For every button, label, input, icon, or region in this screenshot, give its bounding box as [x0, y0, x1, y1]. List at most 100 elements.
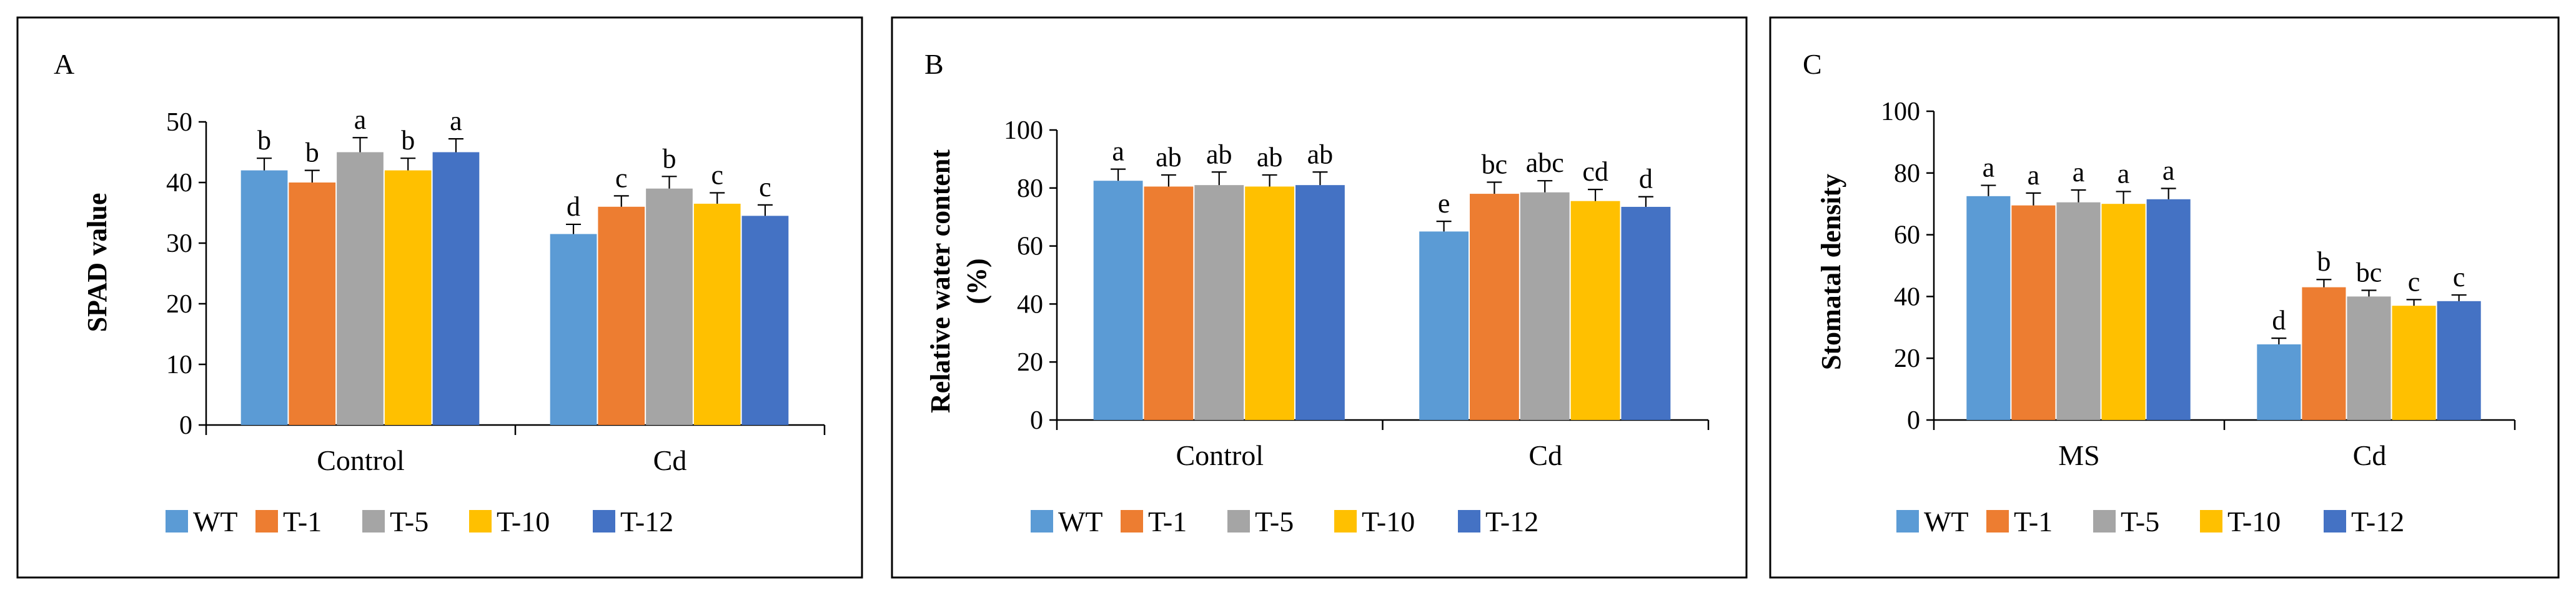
bar-wt-ms [1966, 196, 2011, 420]
chart-b: B Relative water content (%) 0 20 40 60 80 10… [891, 16, 1748, 579]
legend-swatch [362, 510, 385, 532]
bar-t-5-ms [2056, 202, 2101, 420]
bar-t-12-cd [1621, 206, 1671, 420]
bar-t-12-cd [2437, 301, 2481, 420]
legend-swatch [1896, 510, 1919, 532]
x-tick-label: Cd [2353, 439, 2387, 471]
significance-letter: b [401, 125, 415, 156]
bar-t-1-cd [598, 206, 645, 425]
legend-swatch [1334, 510, 1357, 532]
y-axis-label-line2: (%) [961, 258, 992, 304]
y-tick-label: 0 [179, 411, 192, 440]
significance-letter: abc [1526, 148, 1564, 178]
bar-t-5-control [337, 152, 384, 425]
legend-label: T-5 [1255, 506, 1294, 538]
y-axis-label: Stomatal density [1816, 174, 1846, 370]
y-axis-label: Relative water content [925, 149, 956, 413]
chart-panel-a: A SPAD value 0 10 20 30 40 50 Control b b a b a Cd d c… [0, 0, 881, 605]
y-axis-label: SPAD value [82, 193, 112, 332]
y-tick-label: 60 [1894, 221, 1920, 250]
legend-label: T-1 [283, 506, 322, 538]
significance-letter: d [1639, 164, 1653, 194]
significance-letter: b [257, 125, 271, 156]
chart-c: C Stomatal density 0 20 40 60 80 100 MS a a a a a Cd… [1769, 16, 2560, 579]
significance-letter: e [1438, 188, 1450, 219]
y-tick-label: 30 [166, 229, 192, 258]
significance-letter: a [1112, 136, 1124, 167]
significance-letter: a [2118, 158, 2130, 189]
legend-label: WT [193, 506, 238, 538]
bar-t-10-control [384, 170, 432, 425]
x-tick-label: Cd [1528, 439, 1562, 471]
x-tick-label: Control [1176, 439, 1264, 471]
legend-label: WT [1924, 506, 1969, 538]
bar-t-5-cd [646, 188, 693, 425]
significance-letter: cd [1582, 156, 1608, 187]
legend-swatch [1458, 510, 1480, 532]
y-tick-label: 10 [166, 351, 192, 379]
bar-wt-cd [550, 234, 597, 425]
significance-letter: a [450, 106, 462, 136]
legend-label: T-12 [1485, 506, 1538, 538]
panel-label: C [1803, 48, 1822, 80]
significance-letter: b [2317, 246, 2331, 277]
bar-wt-control [240, 170, 288, 425]
legend-label: T-1 [2014, 506, 2053, 538]
legend-swatch [2093, 510, 2116, 532]
bar-t-1-control [289, 182, 336, 425]
legend-swatch [469, 510, 492, 532]
bar-t-10-cd [1570, 201, 1620, 420]
legend-swatch [1031, 510, 1053, 532]
legend-label: T-5 [2121, 506, 2159, 538]
y-tick-label: 0 [1907, 406, 1920, 435]
y-tick-label: 50 [166, 108, 192, 137]
legend-label: T-12 [2351, 506, 2404, 538]
bar-t-12-control [1295, 185, 1345, 420]
bar-t-10-control [1245, 186, 1294, 420]
bar-t-10-ms [2101, 204, 2146, 420]
bar-t-10-cd [693, 203, 741, 425]
panel-frame [891, 16, 1748, 579]
significance-letter: ab [1257, 142, 1283, 172]
legend-label: WT [1058, 506, 1103, 538]
legend-label: T-10 [497, 506, 550, 538]
legend-label: T-12 [620, 506, 673, 538]
legend-swatch [1121, 510, 1143, 532]
significance-letter: c [2453, 262, 2465, 292]
y-tick-label: 40 [1894, 282, 1920, 311]
significance-letter: a [2073, 157, 2085, 188]
legend-swatch [1227, 510, 1250, 532]
bar-t-12-control [432, 152, 480, 425]
y-tick-label: 20 [166, 290, 192, 319]
bar-t-1-cd [2302, 287, 2346, 420]
y-tick-label: 60 [1017, 232, 1043, 261]
y-tick-label: 80 [1894, 159, 1920, 188]
legend-swatch [593, 510, 615, 532]
bar-t-12-cd [741, 216, 789, 425]
y-tick-label: 0 [1030, 406, 1043, 435]
legend-label: T-5 [390, 506, 429, 538]
legend-swatch [1986, 510, 2009, 532]
bar-t-5-cd [1520, 192, 1570, 420]
panel-label: B [924, 48, 944, 80]
significance-letter: d [2272, 305, 2286, 336]
bar-t-1-ms [2011, 205, 2056, 420]
bar-t-1-control [1144, 186, 1194, 420]
significance-letter: bc [1482, 149, 1508, 180]
legend-label: T-10 [2227, 506, 2281, 538]
significance-letter: a [1983, 152, 1995, 183]
bar-wt-cd [1419, 231, 1469, 420]
significance-letter: c [2408, 266, 2420, 297]
y-tick-label: 40 [1017, 290, 1043, 319]
significance-letter: a [2162, 156, 2175, 186]
panel-label: A [54, 48, 74, 80]
bar-t-5-control [1194, 185, 1244, 420]
y-tick-label: 20 [1017, 348, 1043, 377]
x-tick-label: MS [2058, 439, 2099, 471]
significance-letter: b [305, 138, 319, 168]
chart-panel-b: B Relative water content (%) 0 20 40 60 80 10… [881, 0, 1766, 605]
bar-wt-control [1093, 181, 1143, 420]
y-tick-label: 100 [1004, 116, 1043, 145]
significance-letter: ab [1206, 139, 1232, 169]
panel-frame [1769, 16, 2560, 579]
